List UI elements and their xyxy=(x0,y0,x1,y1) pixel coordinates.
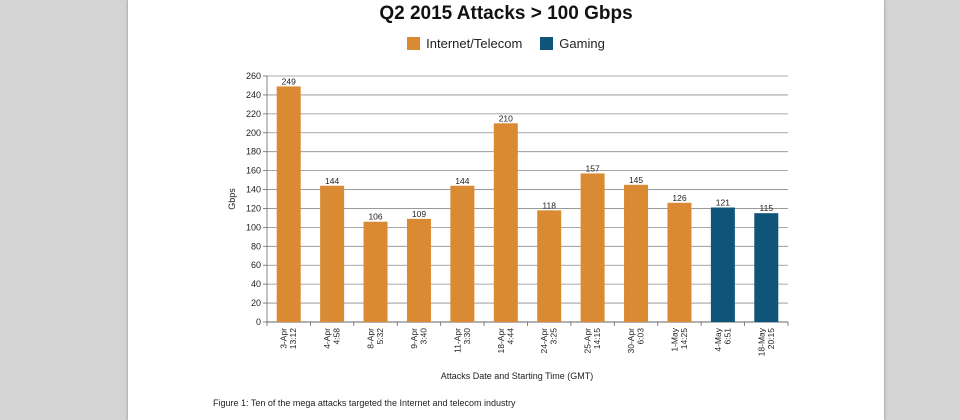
x-tick-label-line: 9-Apr xyxy=(409,328,419,349)
x-tick-label: 3-Apr13:12 xyxy=(279,328,299,350)
x-tick-label: 4-Apr4:58 xyxy=(322,328,342,349)
data-label: 121 xyxy=(716,198,730,208)
y-tick-label: 100 xyxy=(246,222,261,232)
x-tick-label-line: 4:58 xyxy=(332,328,342,345)
bar xyxy=(320,185,345,322)
bar-chart: 0 20 40 60 80 100 120 140 160 180 200 220 240 260 Gbps… xyxy=(227,71,789,381)
x-tick-label-line: 3:40 xyxy=(418,328,428,345)
data-label: 144 xyxy=(455,176,469,186)
x-tick-label-line: 3:25 xyxy=(549,328,559,345)
y-tick-label: 140 xyxy=(246,185,261,195)
x-tick-label-line: 11-Apr xyxy=(452,328,462,353)
legend-swatch-internet xyxy=(407,37,421,50)
x-tick-label-line: 13:12 xyxy=(288,328,298,350)
x-tick-label: 18-Apr4:44 xyxy=(496,328,515,354)
x-tick-label-line: 18-Apr xyxy=(496,328,506,354)
y-tick-label: 160 xyxy=(246,166,261,176)
bar xyxy=(363,221,388,322)
y-tick-label: 200 xyxy=(246,128,261,138)
y-axis-label: Gbps xyxy=(227,188,237,210)
x-tick-label-line: 25-Apr xyxy=(583,328,593,354)
x-tick-label: 11-Apr3:30 xyxy=(452,328,472,353)
document-page: Q2 2015 Attacks > 100 Gbps Internet/Tele… xyxy=(128,0,884,420)
x-axis-label: Attacks Date and Starting Time (GMT) xyxy=(441,371,594,381)
x-tick-label-line: 3:30 xyxy=(462,328,472,345)
y-tick-label: 20 xyxy=(251,298,261,308)
legend-label-gaming: Gaming xyxy=(559,36,605,51)
y-tick-label: 180 xyxy=(246,147,261,157)
bar xyxy=(624,184,649,322)
chart-legend: Internet/Telecom Gaming xyxy=(128,36,884,51)
data-label: 157 xyxy=(586,163,600,173)
y-tick-label: 240 xyxy=(246,90,261,100)
bar xyxy=(754,213,779,322)
bar xyxy=(450,185,475,322)
data-label: 115 xyxy=(760,203,774,213)
legend-item-gaming: Gaming xyxy=(540,36,605,51)
bar xyxy=(493,123,518,322)
x-tick-label-line: 1-May xyxy=(669,327,679,351)
bar xyxy=(667,202,692,322)
x-tick-label: 30-Apr6:03 xyxy=(626,328,646,354)
x-tick-label: 1-May14:25 xyxy=(669,327,689,351)
chart-title: Q2 2015 Attacks > 100 Gbps xyxy=(379,3,633,24)
x-tick-label-line: 14:15 xyxy=(592,328,602,350)
y-tick-label: 60 xyxy=(251,260,261,270)
x-tick-label-line: 4:44 xyxy=(505,328,515,345)
legend-item-internet: Internet/Telecom xyxy=(407,36,522,51)
bar xyxy=(276,86,301,323)
x-tick-label-line: 18-May xyxy=(756,327,766,356)
x-tick-label-line: 4-Apr xyxy=(322,328,332,349)
x-tick-label-line: 6:51 xyxy=(722,328,732,345)
data-label: 144 xyxy=(325,176,339,186)
y-tick-label: 120 xyxy=(246,203,261,213)
x-tick-label-line: 24-Apr xyxy=(539,328,549,354)
data-label: 249 xyxy=(282,76,296,86)
bar xyxy=(406,218,431,322)
data-label: 126 xyxy=(672,193,686,203)
x-tick-label-line: 6:03 xyxy=(636,328,646,345)
data-label: 210 xyxy=(499,113,513,123)
legend-swatch-gaming xyxy=(540,37,554,50)
x-tick-label: 18-May20:15 xyxy=(756,327,776,356)
x-tick-label-line: 3-Apr xyxy=(279,328,289,349)
x-tick-label-line: 4-May xyxy=(713,327,723,351)
x-tick-label: 25-Apr14:15 xyxy=(583,328,603,354)
x-tick-label-line: 30-Apr xyxy=(626,328,636,354)
y-tick-label: 220 xyxy=(246,109,261,119)
x-tick-label-line: 8-Apr xyxy=(366,328,376,349)
figure-caption: Figure 1: Ten of the mega attacks target… xyxy=(213,398,516,408)
x-tick-label-line: 5:32 xyxy=(375,328,385,345)
data-label: 106 xyxy=(368,212,382,222)
x-tick-label: 9-Apr3:40 xyxy=(409,328,429,349)
bar xyxy=(710,207,735,322)
y-tick-label: 40 xyxy=(251,279,261,289)
data-label: 109 xyxy=(412,209,426,219)
y-tick-label: 80 xyxy=(251,241,261,251)
x-tick-label-line: 20:15 xyxy=(766,328,776,350)
data-label: 145 xyxy=(629,175,643,185)
x-tick-label: 24-Apr3:25 xyxy=(539,328,559,354)
x-tick-label: 4-May6:51 xyxy=(713,327,733,351)
x-tick-label-line: 14:25 xyxy=(679,328,689,350)
y-tick-label: 260 xyxy=(246,71,261,81)
bar xyxy=(537,210,562,322)
y-tick-label: 0 xyxy=(256,317,261,327)
legend-label-internet: Internet/Telecom xyxy=(426,36,523,51)
x-tick-label: 8-Apr5:32 xyxy=(366,328,386,349)
bar xyxy=(580,173,605,322)
data-label: 118 xyxy=(542,200,556,210)
